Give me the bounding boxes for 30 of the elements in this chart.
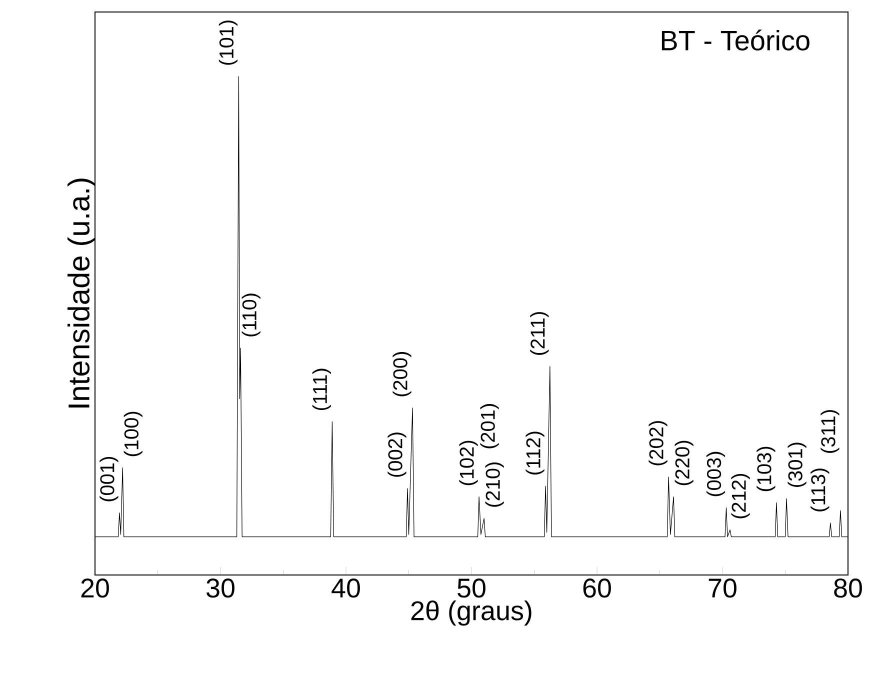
y-axis-title: Intensidade (u.a.)	[68, 178, 96, 408]
annotation: (113)	[810, 468, 830, 512]
x-tick-label: 80	[834, 578, 862, 598]
x-axis-title: 2θ (graus)	[411, 600, 532, 626]
x-tick-label: 50	[458, 578, 486, 598]
annotation: (112)	[526, 432, 544, 475]
annotation: (001)	[100, 457, 118, 502]
annotation: (110)	[242, 294, 260, 336]
annotation: (212)	[731, 474, 750, 518]
annotation: (102)	[459, 440, 478, 486]
annotation: (002)	[388, 432, 406, 477]
annotation: (211)	[530, 312, 549, 355]
annotation: (200)	[392, 352, 412, 396]
annotation: (100)	[124, 412, 142, 456]
chart-title: BT - Teórico	[662, 30, 810, 50]
annotation: (202)	[648, 421, 668, 466]
x-tick-label: 30	[206, 578, 234, 598]
annotation: (301)	[788, 442, 806, 487]
annotation: (003)	[706, 452, 726, 496]
x-tick-label: 70	[708, 578, 736, 598]
annotation: (220)	[674, 440, 694, 486]
annotation: (111)	[312, 368, 331, 410]
annotation: (311)	[820, 410, 840, 453]
annotation: (201)	[480, 404, 499, 448]
x-tick-label: 40	[332, 578, 360, 598]
x-tick-label: 20	[81, 578, 109, 598]
annotation: (101)	[218, 20, 238, 65]
x-tick-label: 60	[583, 578, 611, 598]
annotation: (103)	[756, 446, 776, 492]
annotation: (210)	[485, 462, 504, 507]
